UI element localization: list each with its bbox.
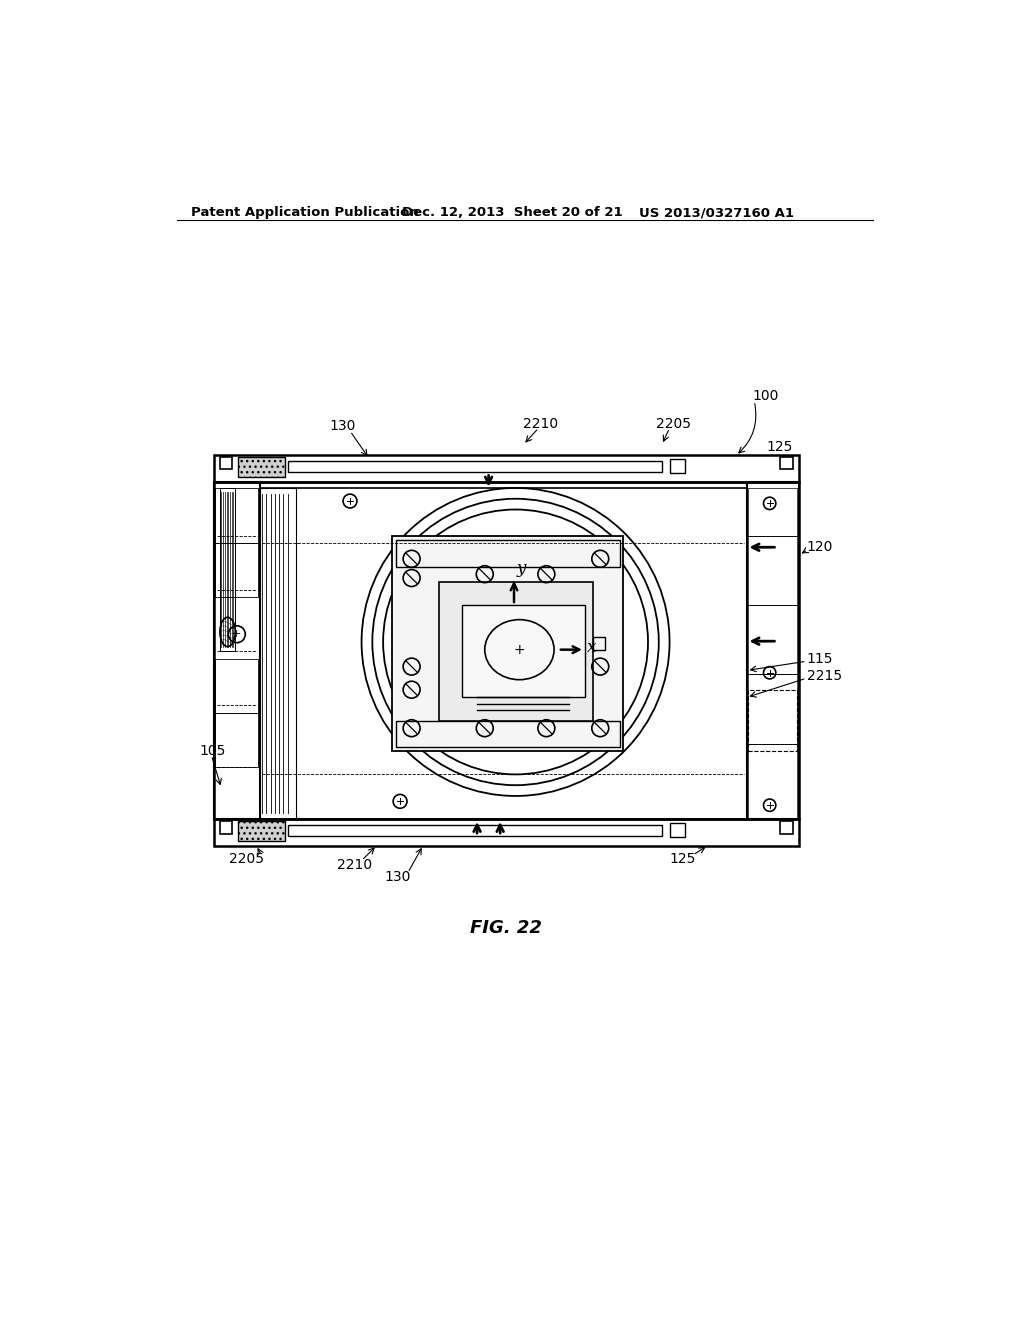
- Bar: [670, 459, 685, 473]
- Bar: [214, 482, 799, 818]
- Text: US 2013/0327160 A1: US 2013/0327160 A1: [639, 206, 794, 219]
- Text: 2215: 2215: [807, 669, 842, 682]
- Bar: [239, 457, 285, 478]
- Bar: [780, 457, 793, 470]
- Text: 130: 130: [385, 870, 411, 884]
- Bar: [260, 488, 746, 818]
- Bar: [462, 605, 585, 697]
- Bar: [746, 482, 799, 818]
- Text: 2205: 2205: [229, 853, 264, 866]
- Bar: [749, 488, 798, 536]
- Bar: [749, 605, 798, 675]
- Text: Dec. 12, 2013  Sheet 20 of 21: Dec. 12, 2013 Sheet 20 of 21: [401, 206, 623, 219]
- Bar: [289, 461, 662, 471]
- Text: 125: 125: [670, 853, 696, 866]
- Text: +: +: [514, 643, 525, 656]
- Bar: [289, 825, 662, 836]
- Bar: [780, 821, 793, 834]
- Text: y: y: [517, 560, 526, 577]
- Bar: [214, 818, 799, 846]
- Bar: [392, 536, 624, 751]
- Bar: [438, 582, 593, 721]
- Bar: [749, 689, 798, 751]
- Bar: [396, 540, 620, 566]
- Bar: [215, 659, 258, 713]
- Bar: [749, 743, 798, 818]
- Bar: [220, 821, 232, 834]
- Text: 105: 105: [200, 744, 226, 758]
- Text: 120: 120: [807, 540, 833, 554]
- Bar: [239, 821, 285, 841]
- Bar: [749, 536, 798, 605]
- Text: x: x: [587, 639, 597, 656]
- Bar: [593, 638, 605, 649]
- Bar: [215, 713, 258, 767]
- Bar: [214, 455, 799, 482]
- Bar: [749, 675, 798, 743]
- Text: 2210: 2210: [523, 417, 558, 432]
- Bar: [670, 822, 685, 837]
- Bar: [220, 457, 232, 470]
- Bar: [214, 482, 260, 818]
- Bar: [396, 721, 620, 747]
- Text: 2210: 2210: [337, 858, 372, 873]
- Text: 130: 130: [330, 420, 355, 433]
- Text: 115: 115: [807, 652, 834, 665]
- Text: FIG. 22: FIG. 22: [470, 920, 543, 937]
- Bar: [220, 488, 236, 651]
- Text: Patent Application Publication: Patent Application Publication: [190, 206, 419, 219]
- Text: 125: 125: [767, 440, 793, 454]
- Bar: [215, 544, 258, 598]
- Text: +: +: [232, 630, 242, 639]
- Bar: [260, 488, 296, 818]
- Bar: [215, 488, 258, 544]
- Text: 100: 100: [753, 388, 779, 403]
- Text: 2205: 2205: [655, 417, 691, 432]
